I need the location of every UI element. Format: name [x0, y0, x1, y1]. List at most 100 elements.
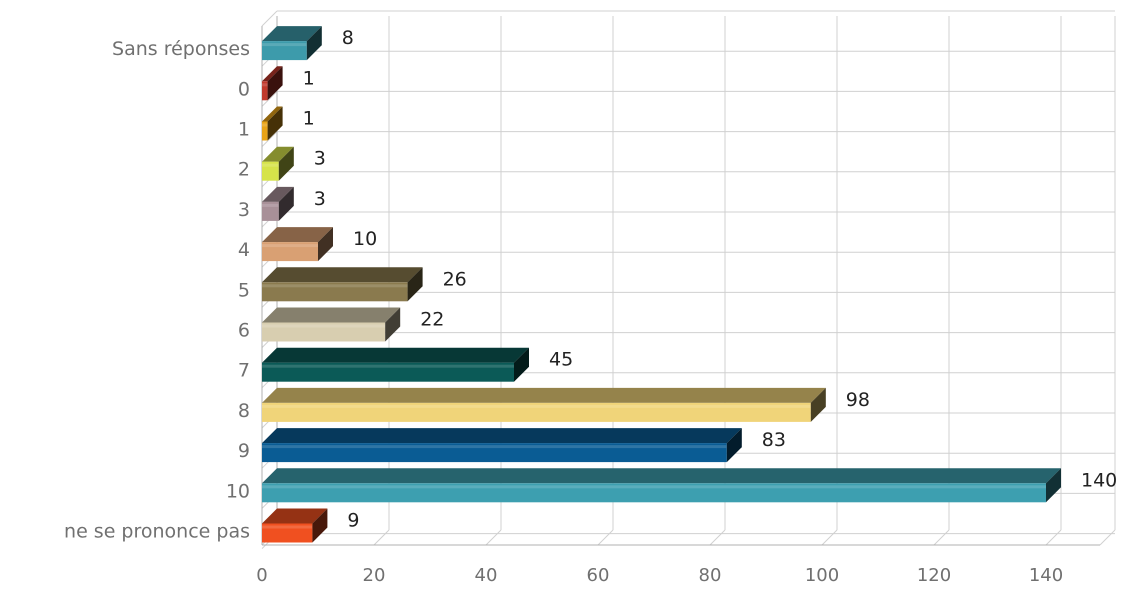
bar-highlight	[262, 404, 811, 408]
value-label: 22	[420, 309, 444, 331]
bar-highlight	[262, 284, 408, 288]
bar	[262, 428, 742, 463]
value-label: 140	[1081, 469, 1117, 491]
value-label: 10	[353, 228, 377, 250]
value-label: 8	[342, 27, 354, 49]
bar-highlight	[262, 244, 318, 248]
bar-front-face	[262, 81, 268, 101]
bar	[262, 106, 283, 141]
floor-edge	[1099, 529, 1116, 546]
bar-top-face	[262, 267, 423, 283]
bar-end-face	[267, 106, 283, 141]
bar-highlight	[262, 445, 727, 449]
x-tick-label: 60	[587, 565, 610, 586]
category-labels: Sans réponses 0 1 2 3 4 5 6 7 8 9 10 ne se prononce …	[64, 38, 250, 542]
bar	[262, 468, 1061, 503]
bar	[262, 66, 283, 101]
category-label: 8	[238, 400, 250, 422]
category-label: 4	[238, 239, 250, 261]
value-label: 26	[443, 268, 467, 290]
bar-end-face	[306, 26, 322, 61]
bar	[262, 347, 529, 382]
bar-top-face	[262, 186, 294, 202]
bar-highlight	[262, 485, 1046, 489]
bar	[262, 26, 322, 61]
bar-end-face	[278, 146, 294, 181]
bar	[262, 186, 294, 221]
bar-end-face	[810, 387, 826, 422]
category-label: 7	[238, 360, 250, 382]
bar-highlight	[262, 203, 279, 207]
bar-top-face	[262, 387, 826, 403]
x-tick-label: 80	[699, 565, 722, 586]
x-tick-label: 40	[475, 565, 498, 586]
value-label: 9	[347, 510, 359, 532]
value-label: 1	[303, 108, 315, 130]
floor-line-40	[485, 529, 502, 546]
bar-end-face	[312, 508, 328, 543]
bar-front-face	[262, 121, 268, 141]
floor-line-140	[1045, 529, 1062, 546]
category-label: 6	[238, 320, 250, 342]
bar-end-face	[318, 227, 333, 262]
bar-top-face	[262, 106, 283, 122]
category-label: 5	[238, 279, 250, 301]
bar-highlight	[262, 43, 307, 47]
floor-line-20	[373, 529, 390, 546]
floor-line-60	[597, 529, 614, 546]
bar	[262, 307, 401, 342]
floor-line-80	[709, 529, 726, 546]
bar-highlight	[262, 324, 386, 328]
bar	[262, 508, 328, 543]
bar	[262, 146, 294, 181]
bar-end-face	[1046, 468, 1061, 503]
category-label: 1	[238, 119, 250, 141]
category-label: 0	[238, 78, 250, 100]
bars	[262, 26, 1061, 543]
value-labels: 8 1 1 3 3 10 26 22 45 98 83 140 9	[303, 27, 1118, 531]
bar-end-face	[385, 307, 401, 342]
bar	[262, 227, 333, 262]
bar-top-face	[262, 468, 1061, 484]
category-label: 9	[238, 440, 250, 462]
bar-end-face	[267, 66, 283, 101]
x-tick-label: 20	[363, 565, 386, 586]
x-tick-label: 100	[805, 565, 839, 586]
x-axis-ticks: 0 20 40 60 80 100 120 140	[256, 565, 1063, 586]
bar-highlight	[262, 163, 279, 167]
value-label: 83	[762, 429, 786, 451]
value-label: 45	[549, 349, 573, 371]
category-label: ne se prononce pas	[64, 521, 250, 543]
bar-highlight	[262, 123, 268, 127]
bar	[262, 267, 423, 302]
x-tick-label: 0	[256, 565, 267, 586]
value-label: 1	[303, 67, 315, 89]
bar-top-face	[262, 428, 742, 444]
category-label: Sans réponses	[112, 38, 250, 60]
bar-highlight	[262, 83, 268, 87]
floor-line-120	[933, 529, 950, 546]
side-wall-line	[261, 91, 278, 107]
category-label: 2	[238, 159, 250, 181]
bar-top-face	[262, 307, 401, 323]
bar-end-face	[514, 347, 529, 382]
bar-end-face	[726, 428, 742, 463]
side-wall-line	[261, 10, 278, 27]
bar-top-face	[262, 66, 283, 82]
floor-line-100	[821, 529, 838, 546]
bar-end-face	[278, 186, 294, 221]
x-tick-label: 140	[1029, 565, 1063, 586]
category-label: 10	[226, 480, 250, 502]
bar-highlight	[262, 525, 313, 529]
side-wall-line	[261, 131, 278, 147]
value-label: 98	[846, 389, 870, 411]
bar-top-face	[262, 26, 322, 42]
x-tick-label: 120	[917, 565, 951, 586]
value-label: 3	[314, 188, 326, 210]
category-label: 3	[238, 199, 250, 221]
value-label: 3	[314, 148, 326, 170]
bar-top-face	[262, 227, 333, 243]
bar-end-face	[407, 267, 423, 302]
bar	[262, 387, 826, 422]
